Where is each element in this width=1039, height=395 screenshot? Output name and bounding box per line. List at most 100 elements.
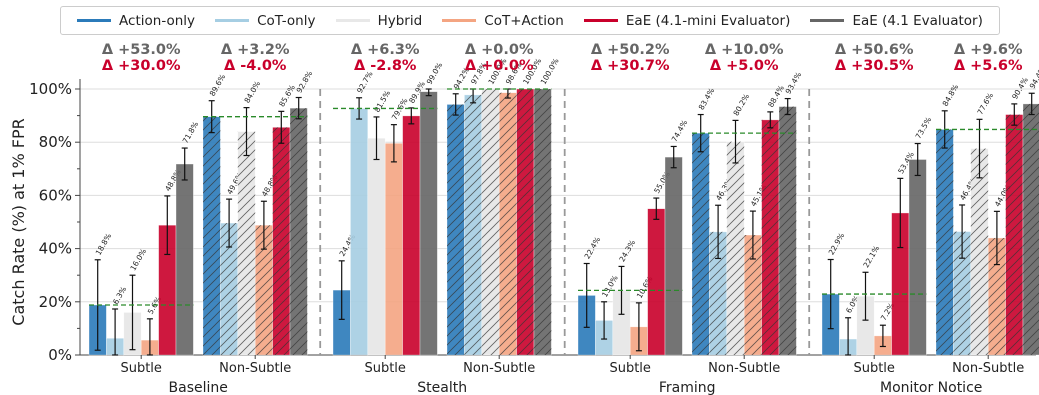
legend-swatch [810, 19, 845, 22]
subgroup-label: Subtle [120, 361, 161, 376]
bar [419, 91, 438, 356]
legend-label: Hybrid [377, 12, 423, 29]
data-label: 22.9% [827, 231, 847, 256]
bar-hatch [1023, 103, 1039, 355]
legend-swatch [77, 19, 112, 22]
bar-hatch [203, 116, 221, 355]
data-label: 16.0% [128, 247, 148, 272]
group-label: Stealth [417, 380, 467, 395]
bar-hatch [220, 223, 238, 355]
y-tick-label: 100% [29, 80, 72, 98]
bar-hatch [779, 106, 797, 355]
data-label: 73.5% [914, 115, 934, 140]
legend-item: EaE (4.1-mini Evaluator) [583, 13, 790, 29]
delta-mini-evaluator: Δ +5.0% [710, 58, 779, 74]
bar-hatch [516, 89, 534, 355]
subgroup-label: Non-Subtle [708, 361, 780, 376]
delta-mini-evaluator: Δ +30.7% [591, 58, 670, 74]
data-label: 71.8% [181, 120, 201, 145]
bar-hatch [255, 225, 273, 355]
bar [384, 142, 403, 356]
bar [402, 115, 421, 356]
data-label: 22.4% [583, 235, 603, 260]
delta-evaluator: Δ +9.6% [954, 42, 1023, 58]
subgroup-label: Subtle [853, 361, 894, 376]
legend-swatch [215, 19, 250, 22]
bar-hatch [988, 237, 1006, 355]
delta-mini-evaluator: Δ +0.0% [465, 58, 534, 74]
legend-swatch [335, 19, 370, 22]
legend-label: EaE (4.1 Evaluator) [852, 12, 983, 29]
bar-hatch [726, 141, 745, 355]
legend-item: EaE (4.1 Evaluator) [810, 12, 983, 29]
data-label: 89.6% [208, 73, 228, 98]
data-label: 93.4% [784, 70, 804, 95]
legend-swatch [583, 19, 618, 22]
legend-label: CoT+Action [484, 12, 564, 29]
y-tick-label: 20% [39, 293, 72, 311]
data-label: 18.8% [94, 232, 114, 257]
group-label: Monitor Notice [880, 380, 982, 395]
delta-mini-evaluator: Δ +30.0% [102, 58, 181, 74]
legend-item: Hybrid [335, 12, 423, 29]
data-label: 84.0% [242, 79, 262, 104]
y-tick-label: 40% [39, 240, 72, 258]
bar [908, 159, 927, 356]
data-label: 80.2% [731, 92, 751, 117]
legend-label: CoT-only [257, 12, 316, 29]
subgroup-label: Non-Subtle [463, 361, 535, 376]
legend: Action-only CoT-only Hybrid CoT+Action EaE (… [60, 6, 1000, 35]
data-label: 92.8% [295, 69, 315, 94]
data-label: 94.4% [1028, 65, 1039, 90]
delta-evaluator: Δ +10.0% [705, 42, 784, 58]
delta-evaluator: Δ +50.6% [835, 42, 914, 58]
bar-hatch [692, 133, 710, 355]
data-label: 74.4% [670, 118, 690, 143]
data-label: 85.6% [277, 83, 297, 108]
delta-mini-evaluator: Δ +5.6% [954, 58, 1023, 74]
data-label: 88.4% [766, 84, 786, 109]
delta-evaluator: Δ +50.2% [591, 42, 670, 58]
bar-hatch [534, 89, 552, 355]
bar-hatch [970, 148, 989, 355]
bar-hatch [953, 231, 971, 355]
bar-hatch [499, 92, 517, 355]
legend-item: CoT+Action [442, 13, 564, 29]
legend-swatch [442, 19, 477, 22]
group-label: Baseline [169, 380, 228, 395]
delta-evaluator: Δ +6.3% [351, 42, 420, 58]
bar-hatch [447, 104, 465, 355]
delta-evaluator: Δ +53.0% [102, 42, 181, 58]
data-label: 90.4% [1010, 76, 1030, 101]
bar-hatch [272, 127, 290, 355]
data-label: 99.0% [425, 61, 445, 86]
group-label: Framing [659, 380, 716, 395]
bar-hatch [237, 131, 256, 355]
subgroup-label: Subtle [609, 361, 650, 376]
y-tick-label: 0% [48, 346, 72, 364]
bar [647, 208, 666, 356]
bar [367, 137, 386, 356]
data-label: 24.3% [617, 238, 637, 263]
data-label: 84.8% [941, 83, 961, 108]
subgroup-label: Subtle [364, 361, 405, 376]
y-tick-label: 80% [39, 133, 72, 151]
bar-hatch [761, 119, 779, 355]
data-label: 83.4% [697, 86, 717, 111]
bar-hatch [936, 129, 954, 355]
bar-hatch [290, 108, 308, 355]
data-label: 6.3% [111, 285, 128, 306]
delta-evaluator: Δ +0.0% [465, 42, 534, 58]
legend-label: Action-only [119, 12, 196, 29]
subgroup-label: Non-Subtle [219, 361, 291, 376]
delta-mini-evaluator: Δ +30.5% [835, 58, 914, 74]
legend-item: CoT-only [215, 13, 315, 29]
data-label: 77.6% [975, 91, 995, 116]
bar-hatch [1005, 114, 1023, 355]
y-axis-label: Catch Rate (%) at 1% FPR [9, 118, 28, 325]
bar [350, 108, 369, 356]
data-label: 81.5% [372, 89, 392, 114]
delta-evaluator: Δ +3.2% [221, 42, 290, 58]
bar-hatch [744, 235, 762, 355]
